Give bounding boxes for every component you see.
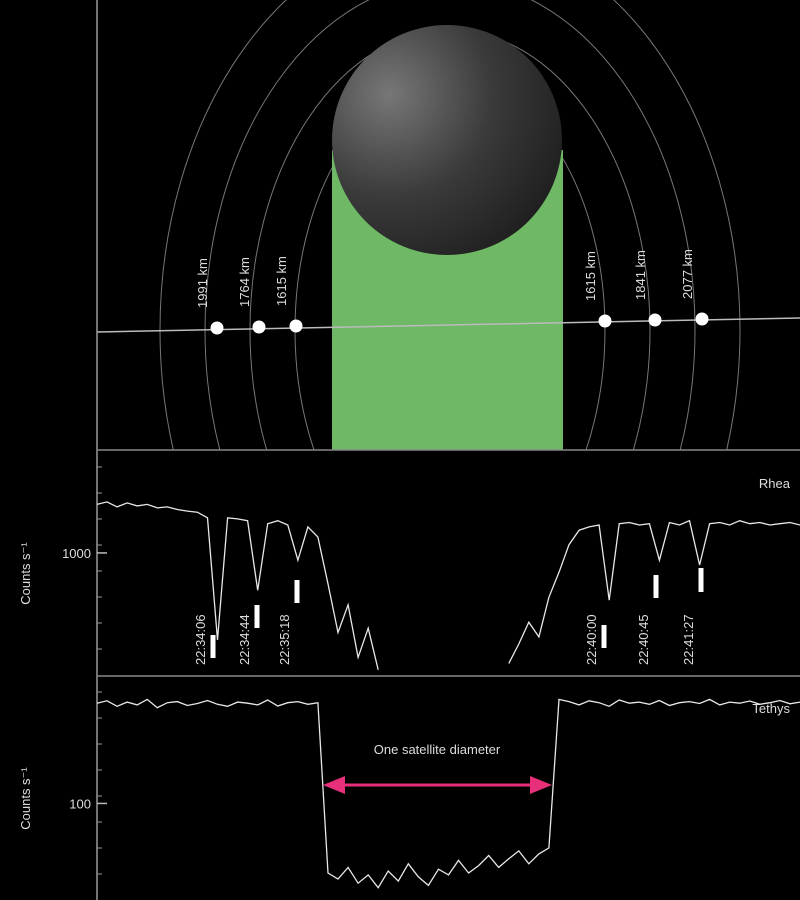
radius-label: 1615 km — [274, 256, 289, 306]
event-marker — [601, 625, 607, 648]
y-tick-label: 1000 — [62, 546, 91, 561]
event-marker — [698, 568, 704, 592]
radius-label: 1764 km — [237, 257, 252, 307]
y-tick-label: 100 — [69, 796, 91, 811]
star-position — [289, 319, 303, 333]
time-label: 22:40:00 — [584, 614, 599, 665]
star-position — [252, 320, 266, 334]
time-label: 22:40:45 — [636, 614, 651, 665]
star-position — [648, 313, 662, 327]
panel-title: Rhea — [759, 476, 791, 491]
radius-label: 1991 km — [195, 258, 210, 308]
radius-label: 2077 km — [680, 249, 695, 299]
light-curve — [96, 501, 800, 670]
panel-title: Tethys — [752, 701, 790, 716]
event-marker — [210, 635, 216, 658]
star-position — [598, 314, 612, 328]
y-axis-label: Counts s⁻¹ — [18, 767, 33, 830]
event-marker — [653, 575, 659, 598]
event-marker — [254, 605, 260, 628]
annotation: One satellite diameter — [374, 742, 501, 757]
time-label: 22:35:18 — [277, 614, 292, 665]
star-position — [210, 321, 224, 335]
radius-label: 1841 km — [633, 250, 648, 300]
event-marker — [294, 580, 300, 603]
arrow-head — [530, 776, 552, 794]
time-label: 22:41:27 — [681, 614, 696, 665]
arrow-head — [323, 776, 345, 794]
y-axis-label: Counts s⁻¹ — [18, 542, 33, 605]
time-label: 22:34:06 — [193, 614, 208, 665]
moon — [332, 25, 562, 255]
time-label: 22:34:44 — [237, 614, 252, 665]
light-curve — [96, 698, 800, 889]
star-position — [695, 312, 709, 326]
radius-label: 1615 km — [583, 251, 598, 301]
